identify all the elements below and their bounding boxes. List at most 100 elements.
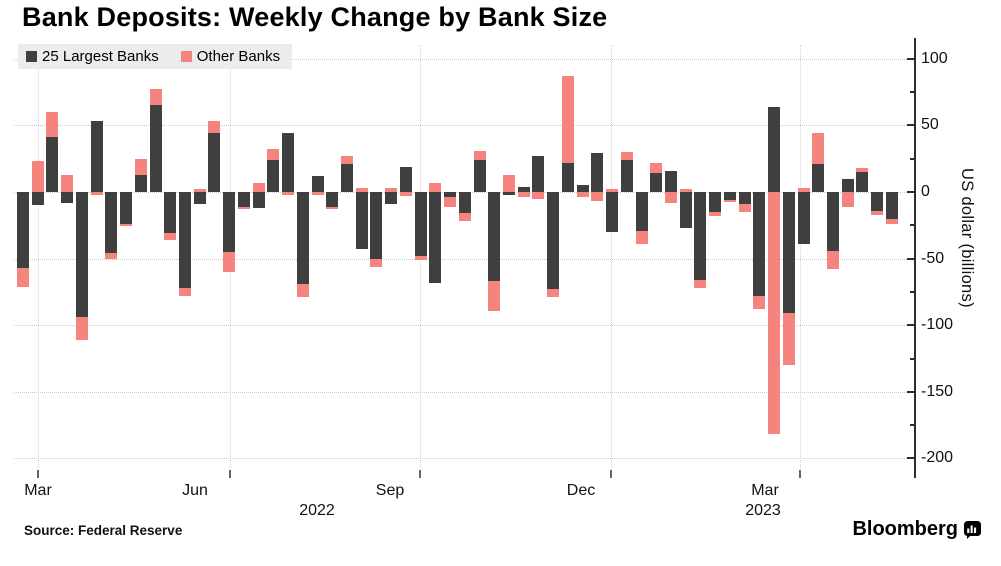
bar-25-largest-week-18 (267, 160, 280, 192)
y-tick-100 (907, 57, 914, 60)
bar-other-week-17 (252, 182, 265, 192)
bloomberg-chart-icon (964, 520, 981, 539)
year-label-1: 2023 (745, 502, 781, 519)
bar-25-largest-week-6 (90, 121, 103, 192)
bar-25-largest-week-15 (223, 192, 236, 252)
legend-item-25-largest-banks: 25 Largest Banks (26, 48, 159, 65)
bar-other-week-20 (296, 283, 309, 298)
y-tick-label-100: 100 (921, 49, 948, 67)
legend-label-25-largest-banks: 25 Largest Banks (42, 48, 159, 65)
bar-25-largest-week-29 (429, 192, 442, 283)
month-label-2: Sep (375, 482, 405, 499)
v-gridline-0 (38, 45, 39, 477)
legend-swatch-other-banks (180, 51, 192, 62)
bar-other-week-14 (208, 121, 221, 134)
bar-other-week-41 (606, 189, 619, 192)
bar-25-largest-week-48 (709, 192, 722, 212)
bar-other-week-1 (17, 267, 29, 287)
bar-25-largest-week-55 (812, 164, 825, 192)
bar-other-week-8 (120, 223, 133, 226)
y-tick-label-0: 0 (921, 183, 930, 200)
source-note: Source: Federal Reserve (24, 523, 183, 538)
y-tick-label--150: -150 (921, 382, 954, 400)
bloomberg-logo: Bloomberg (852, 518, 981, 541)
bar-25-largest-week-33 (488, 192, 501, 282)
bar-25-largest-week-5 (75, 192, 88, 318)
bar-other-week-60 (885, 218, 898, 224)
bar-other-week-53 (782, 313, 795, 366)
bar-other-week-44 (650, 162, 663, 174)
bar-25-largest-week-8 (120, 192, 133, 224)
bar-other-week-54 (797, 188, 810, 192)
bar-other-week-50 (738, 203, 751, 212)
bar-other-week-18 (267, 149, 280, 161)
bar-other-week-24 (355, 188, 368, 192)
bar-25-largest-week-30 (444, 192, 457, 198)
bar-other-week-59 (871, 210, 884, 215)
bar-25-largest-week-1 (17, 192, 29, 268)
bar-25-largest-week-4 (61, 192, 74, 203)
bar-25-largest-week-59 (871, 192, 884, 211)
bloomberg-wordmark: Bloomberg (852, 518, 958, 540)
x-axis-tick-3 (610, 470, 612, 478)
bar-25-largest-week-60 (885, 192, 898, 219)
y-tick-label--100: -100 (921, 316, 954, 334)
y-axis-line (914, 38, 916, 478)
bar-25-largest-week-17 (252, 192, 265, 208)
h-gridline--50 (14, 258, 913, 260)
y-tick--50 (907, 257, 914, 260)
bar-other-week-42 (620, 152, 633, 161)
bar-25-largest-week-37 (547, 192, 560, 290)
bar-other-week-57 (841, 192, 854, 207)
bar-25-largest-week-47 (694, 192, 707, 280)
bar-25-largest-week-14 (208, 133, 221, 192)
bar-25-largest-week-10 (149, 105, 162, 192)
legend-item-other-banks: Other Banks (180, 48, 281, 65)
x-axis-tick-0 (37, 470, 39, 478)
bar-other-week-51 (753, 295, 766, 310)
y-minor-tick-75 (910, 91, 914, 94)
y-axis-title: US dollar (billions) (958, 168, 976, 308)
x-axis-tick-4 (799, 470, 801, 478)
y-minor-tick--175 (910, 424, 914, 427)
bar-25-largest-week-57 (841, 178, 854, 192)
v-gridline-3 (611, 45, 612, 477)
bar-other-week-33 (488, 281, 501, 311)
month-label-1: Jun (182, 482, 208, 499)
bar-other-week-10 (149, 89, 162, 106)
bar-other-week-27 (399, 192, 412, 196)
bar-25-largest-week-24 (355, 192, 368, 250)
h-gridline--150 (14, 391, 913, 393)
bar-other-week-21 (311, 192, 324, 195)
bar-25-largest-week-40 (591, 153, 604, 192)
bar-25-largest-week-39 (576, 185, 589, 192)
bar-25-largest-week-23 (340, 164, 353, 192)
bar-other-week-12 (178, 287, 191, 296)
bar-other-week-25 (370, 258, 383, 267)
bar-25-largest-week-20 (296, 192, 309, 284)
y-tick--200 (907, 457, 914, 460)
legend-label-other-banks: Other Banks (196, 48, 281, 65)
bar-25-largest-week-42 (620, 160, 633, 192)
y-tick-label-50: 50 (921, 116, 939, 134)
bar-other-week-2 (31, 161, 44, 192)
bar-other-week-15 (223, 251, 236, 272)
bar-other-week-55 (812, 133, 825, 165)
bar-25-largest-week-51 (753, 192, 766, 296)
month-label-3: Dec (566, 482, 596, 499)
bar-other-week-5 (75, 317, 88, 340)
h-gridline-100 (14, 58, 913, 60)
bar-other-week-22 (326, 206, 339, 210)
bar-25-largest-week-21 (311, 176, 324, 192)
legend: 25 Largest Banks Other Banks (18, 44, 293, 69)
h-gridline--200 (14, 458, 913, 460)
y-tick--100 (907, 324, 914, 327)
chart-title: Bank Deposits: Weekly Change by Bank Siz… (22, 2, 608, 32)
bar-25-largest-week-36 (532, 156, 545, 192)
bar-other-week-58 (856, 168, 869, 172)
bar-25-largest-week-35 (517, 186, 530, 192)
bar-other-week-31 (458, 213, 471, 222)
bar-25-largest-week-3 (46, 137, 59, 192)
bar-25-largest-week-13 (193, 192, 206, 204)
